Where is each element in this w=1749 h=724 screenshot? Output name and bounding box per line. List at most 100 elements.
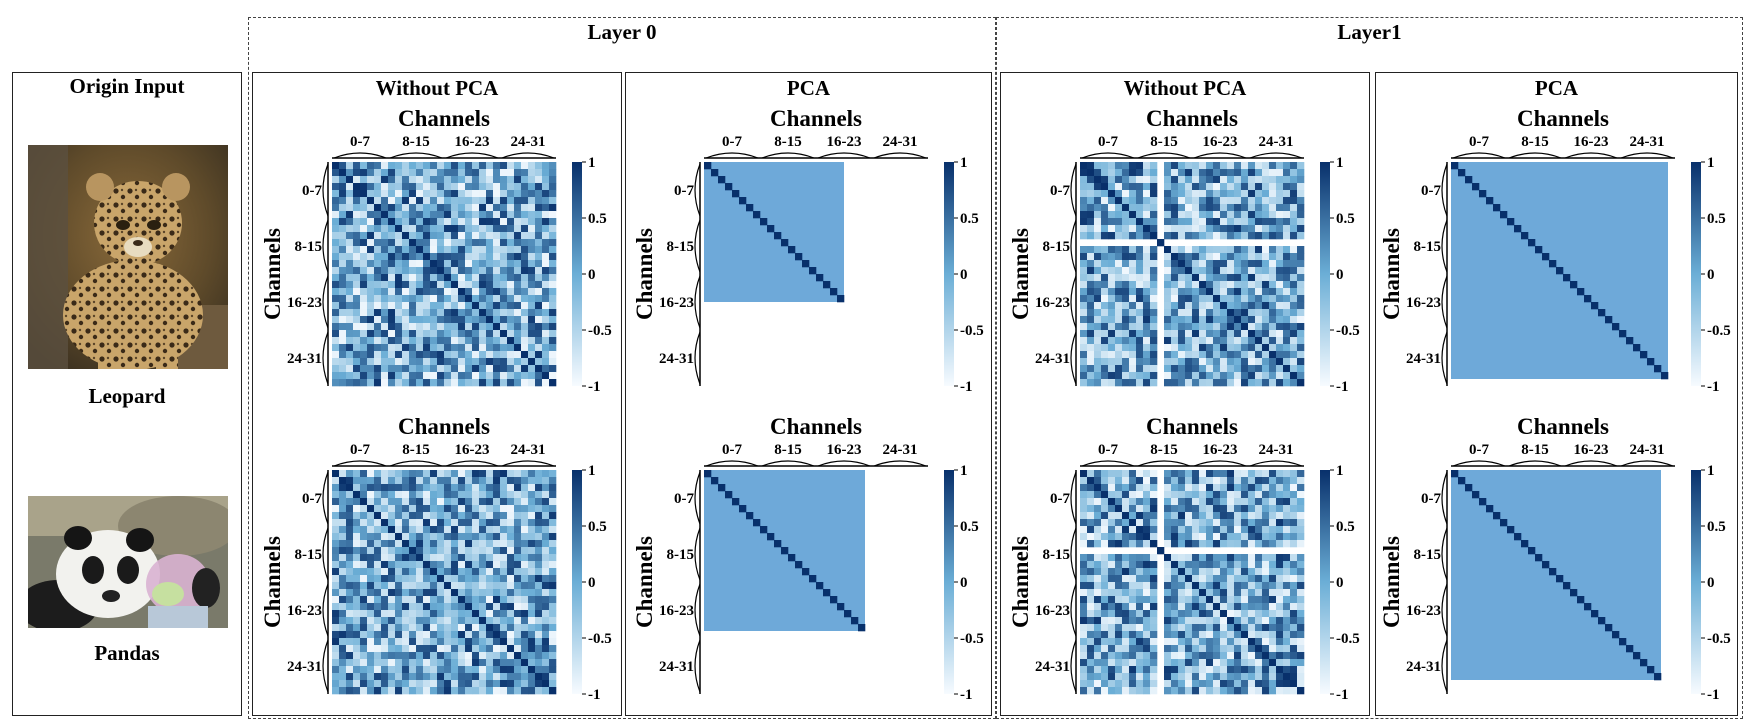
heatmap-cell [402,512,410,520]
heatmap-cell [1101,631,1109,639]
heatmap-cell [423,204,431,212]
heatmap-cell [507,624,515,632]
heatmap-cell [1108,470,1116,478]
heatmap-cell [535,491,543,499]
heatmap-cell [1276,680,1284,688]
heatmap-cell [381,351,389,359]
heatmap-cell [1171,232,1179,240]
diagonal-cell [1479,190,1487,198]
heatmap-cell [360,218,368,226]
heatmap-cell [528,652,536,660]
heatmap-cell [1171,568,1179,576]
heatmap-cell [409,673,417,681]
heatmap-cell [1241,232,1249,240]
heatmap-cell [381,617,389,625]
heatmap-cell [332,260,340,268]
heatmap-cell [430,358,438,366]
heatmap-cell [486,470,494,478]
heatmap-cell [332,316,340,324]
heatmap-cell [1220,512,1228,520]
heatmap-cell [416,232,424,240]
heatmap-cell [1248,246,1256,254]
heatmap-cell [367,162,375,170]
diagonal-cell [1213,603,1221,611]
heatmap-cell [1199,680,1207,688]
heatmap-cell [1234,218,1242,226]
heatmap-cell [1143,281,1151,289]
heatmap-cell [1269,218,1277,226]
diagonal-cell [346,484,354,492]
heatmap-cell [451,568,459,576]
heatmap-cell [402,582,410,590]
heatmap-cell [367,365,375,373]
diagonal-cell [795,253,803,261]
heatmap-cell [402,204,410,212]
heatmap-cell [1164,491,1172,499]
heatmap-cell [402,197,410,205]
heatmap-cell [437,253,445,261]
heatmap-cell [1094,505,1102,513]
heatmap-cell [528,344,536,352]
heatmap-cell [1234,526,1242,534]
heatmap-cell [1227,477,1235,485]
diagonal-cell [1486,197,1494,205]
heatmap-cell [409,330,417,338]
heatmap-cell [1262,274,1270,282]
heatmap-cell [381,288,389,296]
heatmap-cell [1185,610,1193,618]
heatmap-cell [514,176,522,184]
heatmap-cell [409,344,417,352]
heatmap-cell [1220,204,1228,212]
diagonal-cell [353,183,361,191]
heatmap-cell [507,197,515,205]
heatmap-cell [430,211,438,219]
heatmap-cell [1185,477,1193,485]
heatmap-cell [332,358,340,366]
heatmap-cell [395,554,403,562]
heatmap-cell [1150,554,1158,562]
heatmap-cell [1094,680,1102,688]
heatmap-cell [458,491,466,499]
colorbar-tick-label: 0 [1336,575,1344,591]
heatmap-cell [465,246,473,254]
heatmap-cell [486,680,494,688]
heatmap-cell [395,267,403,275]
heatmap-cell [549,561,557,569]
heatmap-cell [1220,288,1228,296]
heatmap-cell [1185,218,1193,226]
heatmap-cell [1129,666,1137,674]
heatmap-cell [465,519,473,527]
heatmap-cell [360,540,368,548]
diagonal-cell [711,477,719,485]
heatmap-cell [430,666,438,674]
heatmap-cell [360,267,368,275]
diagonal-cell [514,652,522,660]
diagonal-cell [739,197,747,205]
diagonal-cell [1136,218,1144,226]
heatmap-cell [1136,225,1144,233]
heatmap-cell [528,274,536,282]
heatmap-cell [1206,582,1214,590]
heatmap-cell [451,582,459,590]
heatmap-cell [507,589,515,597]
heatmap-cell [479,253,487,261]
heatmap-cell [535,568,543,576]
heatmap-cell [402,351,410,359]
diagonal-cell [1171,561,1179,569]
heatmap-cell [1213,680,1221,688]
heatmap-cell [1241,358,1249,366]
heatmap-cell [1129,659,1137,667]
heatmap-cell [1276,638,1284,646]
heatmap-cell [395,610,403,618]
heatmap-cell [521,330,529,338]
heatmap-cell [458,610,466,618]
heatmap-cell [479,169,487,177]
y-tick-label: 24-31 [287,351,322,367]
heatmap-cell [1136,470,1144,478]
heatmap-cell [1262,491,1270,499]
heatmap-cell [1206,540,1214,548]
heatmap-cell [1227,596,1235,604]
heatmap-cell [1234,512,1242,520]
heatmap-cell [395,568,403,576]
heatmap-cell [479,680,487,688]
